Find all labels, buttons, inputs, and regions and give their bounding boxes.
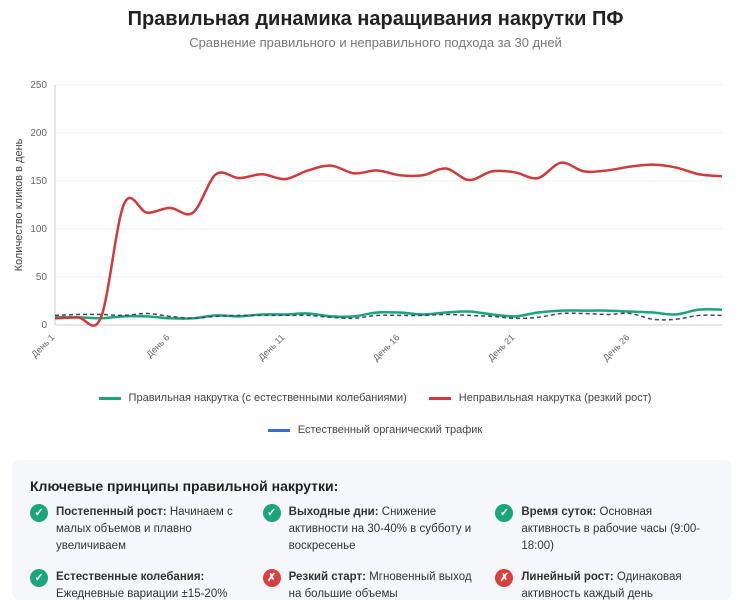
- text: Ежедневные вариации ±15-20%: [56, 588, 228, 600]
- label: Линейный рост:: [521, 571, 614, 583]
- text: Начинаем с малых объемов и плавно увелич…: [56, 506, 233, 552]
- y-tick-label: 0: [41, 320, 47, 331]
- legend-label: Неправильная накрутка (резкий рост): [458, 392, 652, 404]
- series-line: [54, 161, 723, 327]
- label: Постепенный рост:: [56, 506, 167, 518]
- text: Снижение активности на 30-40% в субботу …: [288, 506, 472, 552]
- chart: Количество кликов в день 0 50 100 150 200 250…: [13, 80, 723, 363]
- y-tick-label: 50: [36, 272, 48, 283]
- x-tick-label: День 1: [29, 332, 56, 359]
- x-tick-label: День 11: [256, 332, 286, 362]
- principles-box: Ключевые принципы правильной накрутки: ✓…: [12, 460, 732, 600]
- icon: ✓: [495, 504, 514, 522]
- y-tick-label: 200: [30, 128, 47, 139]
- legend-item[interactable]: Правильная накрутка (с естественными кол…: [98, 392, 407, 404]
- x-tick-label: День 6: [144, 332, 171, 359]
- page: Правильная динамика наращивания накрутки…: [13, 8, 723, 600]
- icon: ✗: [262, 569, 281, 587]
- icon: ✗: [495, 569, 514, 587]
- y-tick-label: 150: [30, 176, 47, 187]
- principle: ✓ Выходные дни: Снижение активности на 30…: [262, 504, 482, 555]
- principle: ✓ Постепенный рост: Начинаем с малых объе…: [30, 504, 249, 555]
- principle: ✗ Линейный рост: Одинаковая активность ка…: [495, 569, 714, 603]
- series-line: [54, 312, 723, 321]
- principle: ✓ Время суток: Основная активность в рабо…: [495, 504, 714, 555]
- y-axis-label: Количество кликов в день: [13, 138, 25, 271]
- legend-label: Правильная накрутка (с естественными кол…: [128, 392, 407, 404]
- label: Время суток:: [521, 506, 597, 518]
- principle: ✗ Резкий старт: Мгновенный выход на больш…: [262, 569, 482, 603]
- principle: ✓ Естественные колебания: Ежедневные вари…: [30, 569, 249, 603]
- legend-swatch: [267, 428, 290, 432]
- legend-item[interactable]: Естественный органический трафик: [267, 424, 483, 436]
- y-tick-label: 250: [30, 80, 47, 91]
- label: Выходные дни:: [288, 506, 379, 518]
- icon: ✓: [30, 569, 48, 587]
- principles-grid: ✓ Постепенный рост: Начинаем с малых объе…: [30, 504, 714, 603]
- label: Резкий старт:: [288, 571, 367, 583]
- x-tick-label: День 21: [486, 332, 517, 363]
- chart-subtitle: Сравнение правильного и неправильного по…: [189, 35, 562, 50]
- series-line: [54, 308, 723, 320]
- label: Естественные колебания:: [56, 571, 205, 583]
- chart-title: Правильная динамика наращивания накрутки…: [127, 8, 624, 30]
- icon: ✓: [262, 504, 281, 522]
- principles-title: Ключевые принципы правильной накрутки:: [30, 478, 339, 494]
- legend-swatch: [428, 396, 451, 400]
- x-tick-label: День 26: [601, 332, 632, 363]
- icon: ✓: [30, 504, 48, 522]
- legend-item[interactable]: Неправильная накрутка (резкий рост): [428, 392, 652, 404]
- legend-label: Естественный органический трафик: [297, 424, 483, 436]
- legend: Правильная накрутка (с естественными кол…: [95, 392, 655, 436]
- y-tick-label: 100: [30, 224, 47, 235]
- x-tick-label: День 16: [371, 332, 402, 363]
- text: Основная активность в рабочие часы (9:00…: [521, 506, 701, 552]
- legend-swatch: [98, 396, 121, 400]
